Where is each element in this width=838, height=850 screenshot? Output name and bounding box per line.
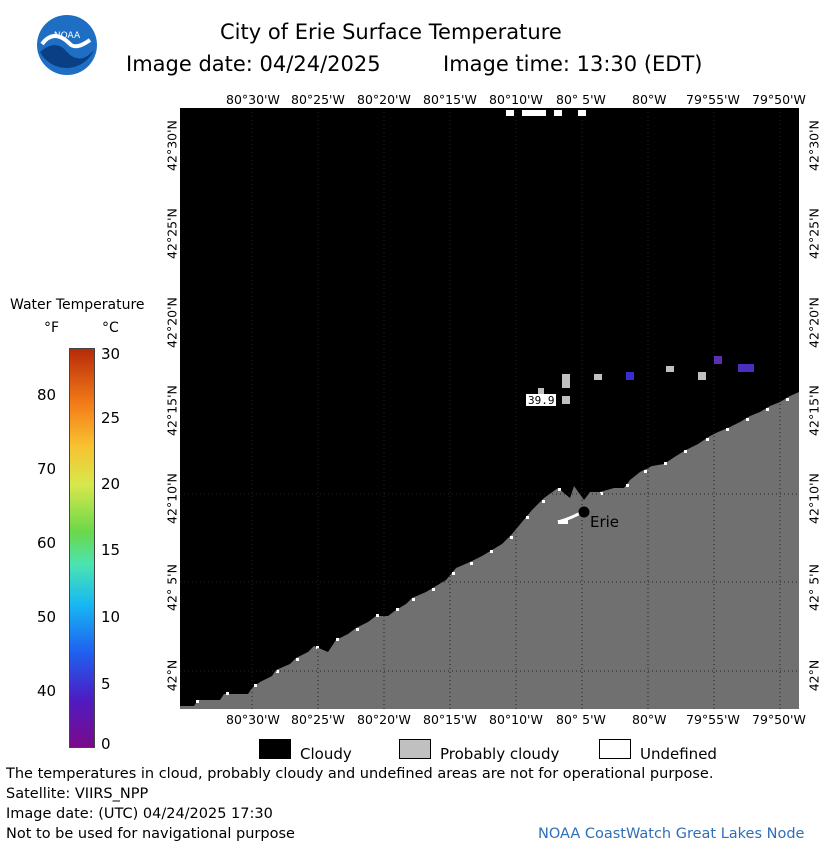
lon-bottom-label: 80°30'W — [226, 712, 280, 727]
unit-f: °F — [44, 320, 60, 336]
footer-utc-date: Image date: (UTC) 04/24/2025 17:30 — [6, 806, 273, 822]
colorbar — [69, 348, 95, 748]
lon-bottom-label: 80°W — [632, 712, 667, 727]
footer-satellite: Satellite: VIIRS_NPP — [6, 786, 149, 802]
colorbar-title: Water Temperature — [10, 297, 145, 313]
lat-right-label: 42° 5'N — [806, 564, 822, 611]
lon-bottom-label: 80°10'W — [489, 712, 543, 727]
noaa-logo: NOAA — [37, 15, 97, 75]
lat-left-label: 42°10'N — [164, 473, 180, 524]
lon-bottom-label: 80°25'W — [291, 712, 345, 727]
c-tick-label: 30 — [101, 345, 121, 363]
graticule — [180, 108, 799, 709]
lon-bottom-label: 80°20'W — [357, 712, 411, 727]
page-title: City of Erie Surface Temperature — [220, 20, 562, 44]
unit-c: °C — [102, 320, 119, 336]
f-tick-label: 40 — [37, 682, 57, 700]
footer-nav-warning: Not to be used for navigational purpose — [6, 826, 295, 842]
lon-bottom-label: 79°50'W — [752, 712, 806, 727]
lon-top-label: 79°50'W — [752, 92, 806, 107]
f-tick-label: 80 — [37, 386, 57, 404]
lon-top-label: 80°10'W — [489, 92, 543, 107]
lon-top-label: 80°25'W — [291, 92, 345, 107]
lon-top-label: 80°W — [632, 92, 667, 107]
legend-swatch-cloudy — [259, 739, 291, 759]
lon-top-label: 79°55'W — [686, 92, 740, 107]
legend-cloudy-label: Cloudy — [300, 745, 352, 763]
lat-left-label: 42°N — [164, 659, 180, 692]
c-tick-label: 10 — [101, 608, 121, 626]
lat-left-label: 42°20'N — [164, 297, 180, 348]
temp-reading: 39.9 — [528, 394, 555, 407]
c-tick-label: 0 — [101, 735, 111, 753]
erie-label: Erie — [590, 513, 619, 531]
lat-right-label: 42°25'N — [806, 208, 822, 259]
logo-text: NOAA — [54, 31, 81, 41]
temp-box — [526, 394, 556, 406]
f-tick-label: 70 — [37, 460, 57, 478]
legend-undefined-label: Undefined — [640, 745, 717, 763]
lat-left-label: 42°15'N — [164, 385, 180, 436]
undefined-top-blocks — [506, 110, 586, 116]
footer-source: NOAA CoastWatch Great Lakes Node — [538, 826, 805, 842]
f-tick-label: 60 — [37, 534, 57, 552]
c-tick-label: 5 — [101, 675, 111, 693]
lat-left-label: 42°25'N — [164, 208, 180, 259]
lat-left-label: 42° 5'N — [164, 564, 180, 611]
lon-bottom-label: 80°15'W — [423, 712, 477, 727]
lon-top-label: 80°30'W — [226, 92, 280, 107]
lon-bottom-label: 80° 5'W — [556, 712, 606, 727]
image-time: Image time: 13:30 (EDT) — [443, 52, 703, 76]
scattered-pixels — [538, 356, 754, 404]
map-panel: 39.9 Erie — [180, 108, 799, 709]
image-date: Image date: 04/24/2025 — [126, 52, 381, 76]
lat-right-label: 42°10'N — [806, 473, 822, 524]
lat-left-label: 42°30'N — [164, 120, 180, 171]
undefined-shoreline — [196, 398, 789, 703]
c-tick-label: 15 — [101, 541, 121, 559]
footer-note: The temperatures in cloud, probably clou… — [6, 766, 714, 782]
c-tick-label: 25 — [101, 409, 121, 427]
lat-right-label: 42°N — [806, 659, 822, 692]
legend-probably-cloudy-label: Probably cloudy — [440, 745, 560, 763]
lon-top-label: 80° 5'W — [556, 92, 606, 107]
f-tick-label: 50 — [37, 608, 57, 626]
lat-right-label: 42°30'N — [806, 120, 822, 171]
legend-swatch-undefined — [599, 739, 631, 759]
lat-right-label: 42°20'N — [806, 297, 822, 348]
lon-bottom-label: 79°55'W — [686, 712, 740, 727]
lat-right-label: 42°15'N — [806, 385, 822, 436]
lon-top-label: 80°15'W — [423, 92, 477, 107]
erie-city-dot — [578, 506, 590, 518]
c-tick-label: 20 — [101, 475, 121, 493]
legend-swatch-probably-cloudy — [399, 739, 431, 759]
lon-top-label: 80°20'W — [357, 92, 411, 107]
